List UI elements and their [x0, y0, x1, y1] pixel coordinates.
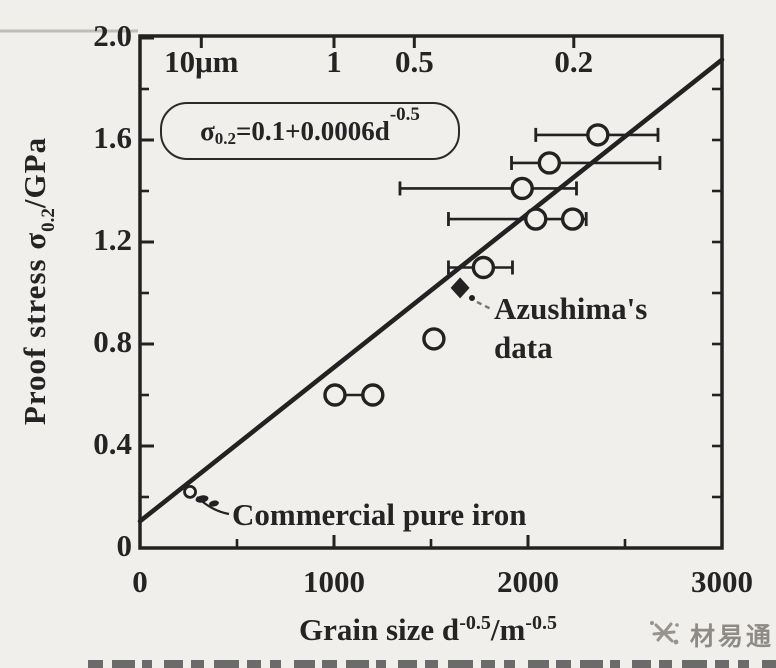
data-point-open-circle	[586, 123, 610, 147]
watermark-starburst-icon	[650, 621, 679, 645]
x-tick-label: 1000	[303, 564, 365, 599]
y-tick-label: 0.8	[93, 324, 132, 359]
y-tick-label: 0	[116, 528, 133, 563]
y-tick-label: 2.0	[93, 18, 132, 53]
commercial-leader-line	[196, 496, 230, 516]
data-point-open-circle	[422, 327, 446, 351]
data-point-open-circle	[361, 383, 385, 407]
azushima-label-line1: Azushima's	[494, 291, 648, 326]
commercial-iron-point	[183, 484, 197, 499]
x-axis-title-superscript-1: -0.5	[459, 612, 491, 634]
top-axis-grain-size-label: 0.5	[394, 44, 434, 79]
data-point-open-circle	[524, 207, 548, 231]
data-point-open-circle	[323, 383, 347, 407]
fit-line	[137, 57, 725, 524]
azushima-leader-dot	[469, 295, 475, 301]
fit-equation-box: σ 0.2 =0.1+0.0006d -0.5	[160, 102, 460, 160]
x-tick-label: 3000	[691, 564, 753, 599]
equation-sigma: σ	[200, 115, 215, 146]
azushima-data-label: Azushima's data	[494, 289, 647, 367]
data-point-open-circle	[471, 255, 496, 280]
y-tick-label: 1.6	[93, 120, 132, 155]
commercial-cluster-mark	[209, 500, 219, 507]
watermark-text: 材易通	[690, 624, 775, 651]
azushima-leader-line	[476, 300, 492, 311]
data-point-open-circle	[510, 176, 534, 201]
data-point-open-circle	[537, 151, 562, 175]
azushima-label-line2: data	[494, 330, 553, 365]
top-axis-grain-size-label: 0.2	[554, 44, 594, 79]
data-point-open-circle	[560, 207, 585, 231]
equation-body: =0.1+0.0006d	[236, 115, 390, 146]
x-tick-label: 0	[132, 564, 148, 599]
x-axis-title-superscript-2: -0.5	[525, 612, 557, 634]
azushima-data-point	[450, 277, 470, 299]
x-axis-title-unit: /m	[490, 612, 526, 647]
top-axis-grain-size-label: 10μm	[164, 44, 239, 79]
commercial-cluster-mark	[195, 495, 209, 503]
equation-sigma-subscript: 0.2	[214, 129, 237, 148]
x-axis-title-text: Grain size d	[299, 612, 460, 647]
x-axis-title: Grain size d-0.5/m-0.5	[228, 612, 628, 648]
y-tick-label: 1.2	[93, 222, 132, 257]
equation-superscript: -0.5	[389, 104, 420, 125]
top-axis-grain-size-label: 1	[326, 44, 342, 79]
y-tick-label: 0.4	[93, 426, 132, 461]
commercial-pure-iron-label: Commercial pure iron	[232, 497, 527, 532]
x-tick-label: 2000	[497, 564, 559, 599]
